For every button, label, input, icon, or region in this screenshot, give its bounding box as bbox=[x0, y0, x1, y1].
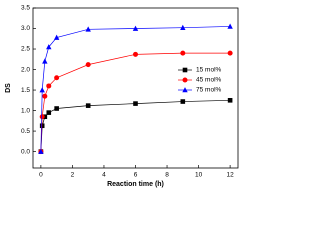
data-point bbox=[227, 50, 233, 56]
legend-marker bbox=[182, 87, 188, 93]
data-point bbox=[38, 148, 44, 154]
data-point bbox=[42, 93, 48, 99]
data-point bbox=[133, 51, 138, 57]
data-point bbox=[180, 24, 186, 30]
y-tick-label: 2.5 bbox=[21, 46, 30, 53]
x-tick-label: 6 bbox=[134, 172, 138, 179]
page: {"chart_data": {"type": "line", "x_label… bbox=[4, 4, 239, 188]
data-point bbox=[227, 98, 233, 103]
data-point bbox=[54, 75, 60, 81]
data-point bbox=[227, 23, 233, 29]
y-tick-label: 1.5 bbox=[21, 87, 30, 94]
y-tick-label: 0.5 bbox=[21, 128, 30, 135]
data-point bbox=[42, 58, 48, 64]
data-point bbox=[42, 114, 48, 120]
x-axis-label: Reaction time (h) bbox=[107, 181, 164, 188]
legend-marker bbox=[182, 67, 188, 73]
data-point bbox=[53, 34, 60, 40]
x-tick-label: 12 bbox=[226, 172, 234, 179]
x-tick-label: 8 bbox=[165, 172, 169, 179]
data-point bbox=[132, 25, 139, 31]
data-point bbox=[39, 114, 45, 120]
data-point bbox=[46, 110, 52, 115]
data-point bbox=[46, 83, 52, 89]
data-point bbox=[180, 99, 186, 104]
data-point bbox=[39, 87, 45, 93]
y-tick-label: 2.0 bbox=[21, 66, 30, 73]
data-point bbox=[85, 103, 91, 108]
x-tick-label: 0 bbox=[39, 172, 43, 179]
legend-label: 75 mol% bbox=[196, 87, 222, 94]
x-tick-label: 4 bbox=[102, 172, 106, 179]
legend-label: 15 mol% bbox=[196, 67, 222, 74]
data-point bbox=[85, 26, 91, 32]
series-line bbox=[40, 99, 231, 152]
y-tick-label: 3.0 bbox=[21, 25, 30, 32]
legend-label: 45 mol% bbox=[196, 77, 222, 84]
y-tick-label: 0.0 bbox=[21, 148, 30, 155]
legend-marker bbox=[182, 77, 188, 83]
data-point bbox=[133, 101, 138, 106]
y-tick-label: 1.0 bbox=[21, 107, 30, 114]
y-axis-label: DS bbox=[5, 83, 12, 93]
x-tick-label: 10 bbox=[195, 172, 203, 179]
data-point bbox=[54, 106, 59, 111]
x-tick-label: 2 bbox=[71, 172, 75, 179]
y-tick-label: 3.5 bbox=[21, 5, 30, 12]
chart: Reaction time (h) DS 0 2 4 6 8 10 12 0.0 0.5 1.0 1… bbox=[5, 5, 239, 188]
data-point bbox=[46, 44, 52, 50]
data-point bbox=[85, 62, 91, 68]
data-point bbox=[180, 50, 186, 56]
